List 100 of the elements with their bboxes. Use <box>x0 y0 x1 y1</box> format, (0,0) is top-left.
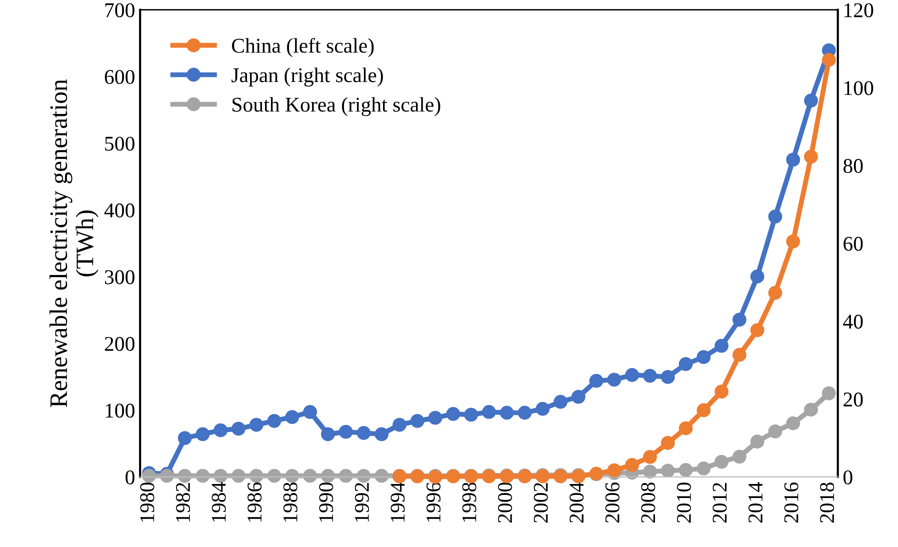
point <box>321 468 335 483</box>
point <box>607 463 622 478</box>
point <box>786 416 800 430</box>
point <box>750 270 764 284</box>
point <box>178 468 192 483</box>
point <box>196 427 210 442</box>
point <box>232 422 246 436</box>
x-tick-label: 2016 <box>784 482 798 523</box>
y-tick-label: 100 <box>106 404 134 418</box>
point <box>768 286 782 300</box>
point <box>804 402 818 417</box>
x-tick-label: 2004 <box>570 482 584 523</box>
point <box>786 234 800 248</box>
point <box>625 458 640 472</box>
point <box>696 461 711 476</box>
point <box>571 390 586 404</box>
point <box>338 468 353 483</box>
point <box>303 468 317 483</box>
x-tick-label: 1984 <box>212 482 226 522</box>
y-tick-label: 700 <box>105 3 134 18</box>
y-tick-label: 200 <box>104 336 134 351</box>
x-tick-label: 1990 <box>319 482 334 522</box>
y-axis-title: Renewable electricity generation (TWh) <box>50 79 98 408</box>
point <box>267 468 282 483</box>
point <box>482 405 496 419</box>
point <box>643 464 657 478</box>
x-tick-label: 1980 <box>140 482 154 522</box>
point <box>142 468 156 483</box>
point <box>285 468 300 483</box>
point <box>249 468 264 483</box>
y2-tick-label: 120 <box>844 3 874 18</box>
legend-label: Japan (right scale) <box>232 68 383 87</box>
point <box>446 406 460 421</box>
point <box>750 323 764 338</box>
point <box>303 405 317 419</box>
point <box>732 348 746 362</box>
x-tick-label: 2014 <box>748 482 763 523</box>
point <box>428 410 442 425</box>
x-tick-label: 1982 <box>176 482 190 522</box>
point <box>500 406 514 420</box>
legend-label: South Korea (right scale) <box>232 97 440 116</box>
x-tick-label: 1988 <box>283 482 298 522</box>
point <box>356 426 371 440</box>
x-tick-label: 1996 <box>426 482 441 522</box>
point <box>714 384 728 399</box>
point <box>786 152 800 167</box>
x-tick-label: 2006 <box>605 482 620 523</box>
y2-tick-label: 100 <box>844 81 874 96</box>
point <box>768 424 782 438</box>
y2-tick-label: 0 <box>843 470 852 484</box>
y-tick-label: 300 <box>104 270 134 284</box>
point <box>732 450 746 464</box>
point <box>822 52 836 67</box>
point <box>804 150 818 164</box>
legend-label: China (left scale) <box>232 38 374 58</box>
point <box>750 434 764 449</box>
point <box>392 418 406 432</box>
point <box>643 450 657 464</box>
point <box>518 406 532 420</box>
point <box>678 421 693 436</box>
point <box>804 94 818 108</box>
y-tick-label: 500 <box>105 136 134 151</box>
point <box>285 410 300 424</box>
point <box>356 468 371 483</box>
y-tick-label: 0 <box>126 470 134 484</box>
point <box>214 423 228 438</box>
y2-tick-label: 40 <box>843 314 863 329</box>
x-tick-label: 2012 <box>712 482 727 523</box>
point <box>464 408 478 422</box>
point <box>714 338 728 353</box>
x-tick-label: 2008 <box>641 482 656 523</box>
y2-tick-label: 60 <box>844 236 863 251</box>
point <box>196 468 210 483</box>
point <box>607 372 622 387</box>
point <box>589 374 604 388</box>
y2-tick-label: 80 <box>843 158 863 173</box>
x-tick-label: 1994 <box>390 482 405 522</box>
y-tick-label: 600 <box>104 70 134 84</box>
point <box>696 403 711 418</box>
point <box>214 468 228 483</box>
point <box>660 464 675 478</box>
point <box>678 463 693 477</box>
point <box>660 436 675 450</box>
point <box>732 312 746 327</box>
point <box>321 427 335 442</box>
x-tick-label: 2018 <box>820 482 834 523</box>
x-tick-label: 1992 <box>354 482 369 522</box>
point <box>768 210 782 224</box>
point <box>267 414 282 428</box>
x-tick-label: 1998 <box>462 482 476 522</box>
x-tick-label: 2002 <box>534 482 548 523</box>
x-tick-label: 2000 <box>498 482 512 523</box>
point <box>554 394 568 409</box>
point <box>660 370 675 384</box>
x-tick-label: 1986 <box>248 482 262 522</box>
point <box>338 424 353 439</box>
point <box>696 350 711 364</box>
point <box>625 368 640 382</box>
point <box>678 357 693 372</box>
x-tick-label: 2010 <box>676 482 691 523</box>
